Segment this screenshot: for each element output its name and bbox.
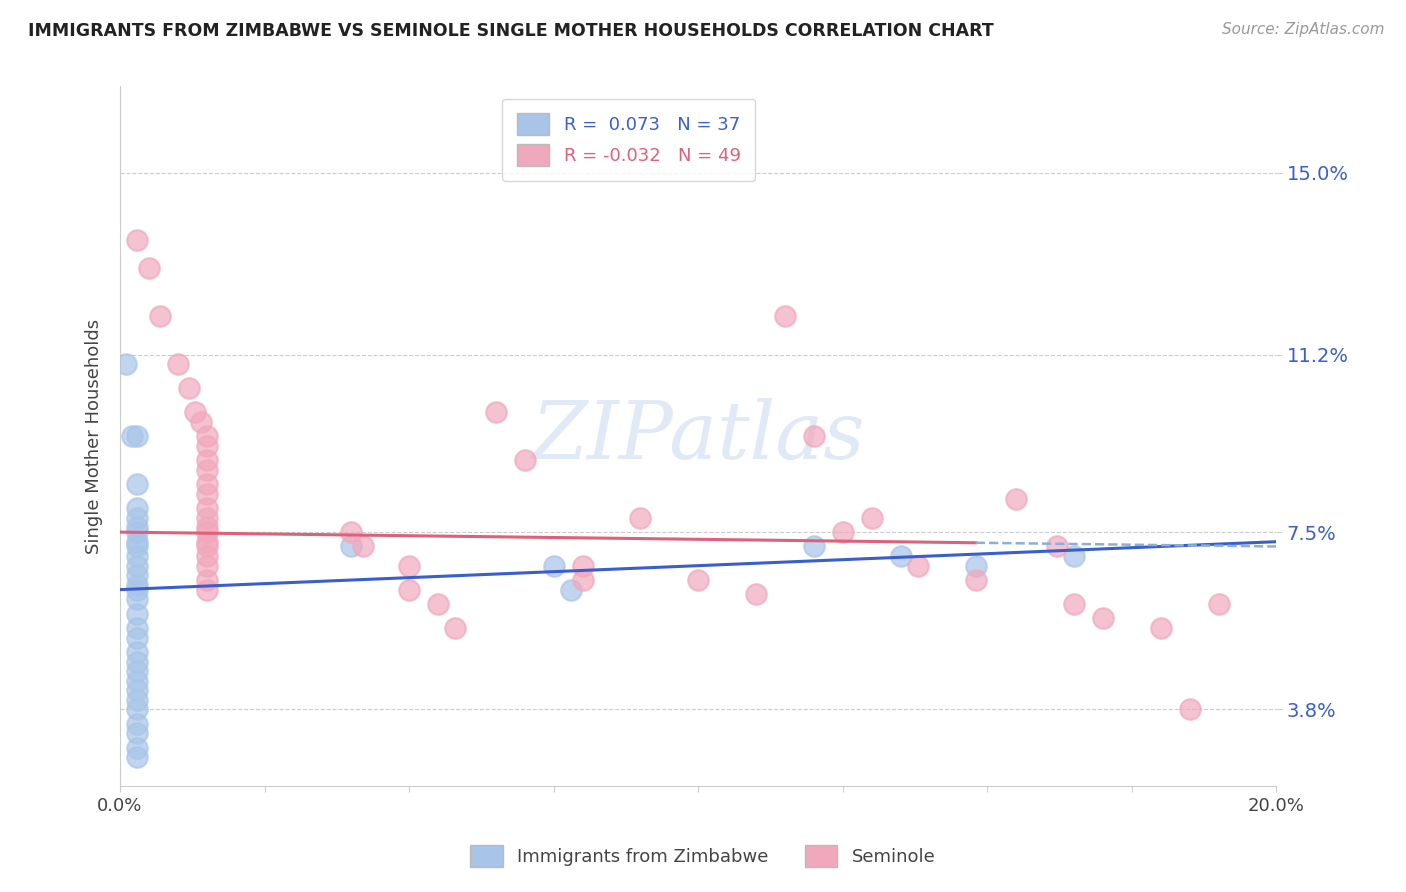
Point <box>127 664 149 678</box>
Point <box>127 477 149 491</box>
Point <box>149 310 172 324</box>
Point <box>352 540 374 554</box>
Point <box>114 357 136 371</box>
Point <box>965 558 987 573</box>
Point <box>127 549 149 563</box>
Point <box>340 525 363 540</box>
Legend: Immigrants from Zimbabwe, Seminole: Immigrants from Zimbabwe, Seminole <box>463 838 943 874</box>
Point <box>965 573 987 587</box>
Point <box>127 683 149 698</box>
Point <box>398 582 420 597</box>
Point <box>127 233 149 247</box>
Point <box>138 261 160 276</box>
Y-axis label: Single Mother Households: Single Mother Households <box>86 318 103 554</box>
Point <box>803 429 825 443</box>
Point <box>127 655 149 669</box>
Point <box>127 525 149 540</box>
Point <box>195 501 218 516</box>
Point <box>195 558 218 573</box>
Point <box>127 592 149 607</box>
Legend: R =  0.073   N = 37, R = -0.032   N = 49: R = 0.073 N = 37, R = -0.032 N = 49 <box>502 99 755 181</box>
Point <box>179 381 201 395</box>
Point <box>688 573 710 587</box>
Point <box>560 582 582 597</box>
Point <box>195 582 218 597</box>
Point <box>127 750 149 764</box>
Point <box>427 597 450 611</box>
Point <box>195 525 218 540</box>
Point <box>890 549 912 563</box>
Point <box>444 621 467 635</box>
Point <box>127 568 149 582</box>
Point <box>127 510 149 524</box>
Point <box>1063 597 1085 611</box>
Point <box>127 578 149 592</box>
Point <box>340 540 363 554</box>
Point <box>127 540 149 554</box>
Point <box>195 534 218 549</box>
Point <box>571 573 593 587</box>
Point <box>127 534 149 549</box>
Point <box>127 740 149 755</box>
Text: ZIPatlas: ZIPatlas <box>531 398 865 475</box>
Point <box>907 558 929 573</box>
Point <box>195 487 218 501</box>
Point <box>773 310 796 324</box>
Point <box>745 587 768 601</box>
Point <box>195 520 218 534</box>
Point <box>127 582 149 597</box>
Point <box>184 405 207 419</box>
Point <box>127 673 149 688</box>
Point <box>127 693 149 707</box>
Point <box>195 540 218 554</box>
Point <box>1063 549 1085 563</box>
Point <box>195 549 218 563</box>
Point <box>195 439 218 453</box>
Point <box>571 558 593 573</box>
Text: IMMIGRANTS FROM ZIMBABWE VS SEMINOLE SINGLE MOTHER HOUSEHOLDS CORRELATION CHART: IMMIGRANTS FROM ZIMBABWE VS SEMINOLE SIN… <box>28 22 994 40</box>
Point <box>1046 540 1069 554</box>
Point <box>513 453 536 467</box>
Point <box>195 453 218 467</box>
Point <box>1005 491 1028 506</box>
Point <box>127 520 149 534</box>
Point <box>543 558 565 573</box>
Point <box>1208 597 1230 611</box>
Point <box>1178 702 1201 716</box>
Text: Source: ZipAtlas.com: Source: ZipAtlas.com <box>1222 22 1385 37</box>
Point <box>195 573 218 587</box>
Point <box>1091 611 1114 625</box>
Point <box>195 463 218 477</box>
Point <box>195 510 218 524</box>
Point <box>803 540 825 554</box>
Point <box>831 525 853 540</box>
Point <box>195 477 218 491</box>
Point <box>127 501 149 516</box>
Point <box>485 405 508 419</box>
Point <box>166 357 188 371</box>
Point <box>127 429 149 443</box>
Point <box>1150 621 1173 635</box>
Point <box>190 415 212 429</box>
Point <box>127 702 149 716</box>
Point <box>195 429 218 443</box>
Point <box>127 607 149 621</box>
Point <box>127 645 149 659</box>
Point <box>127 631 149 645</box>
Point <box>398 558 420 573</box>
Point <box>860 510 883 524</box>
Point <box>127 621 149 635</box>
Point <box>628 510 651 524</box>
Point <box>127 726 149 740</box>
Point <box>127 558 149 573</box>
Point <box>127 716 149 731</box>
Point <box>121 429 143 443</box>
